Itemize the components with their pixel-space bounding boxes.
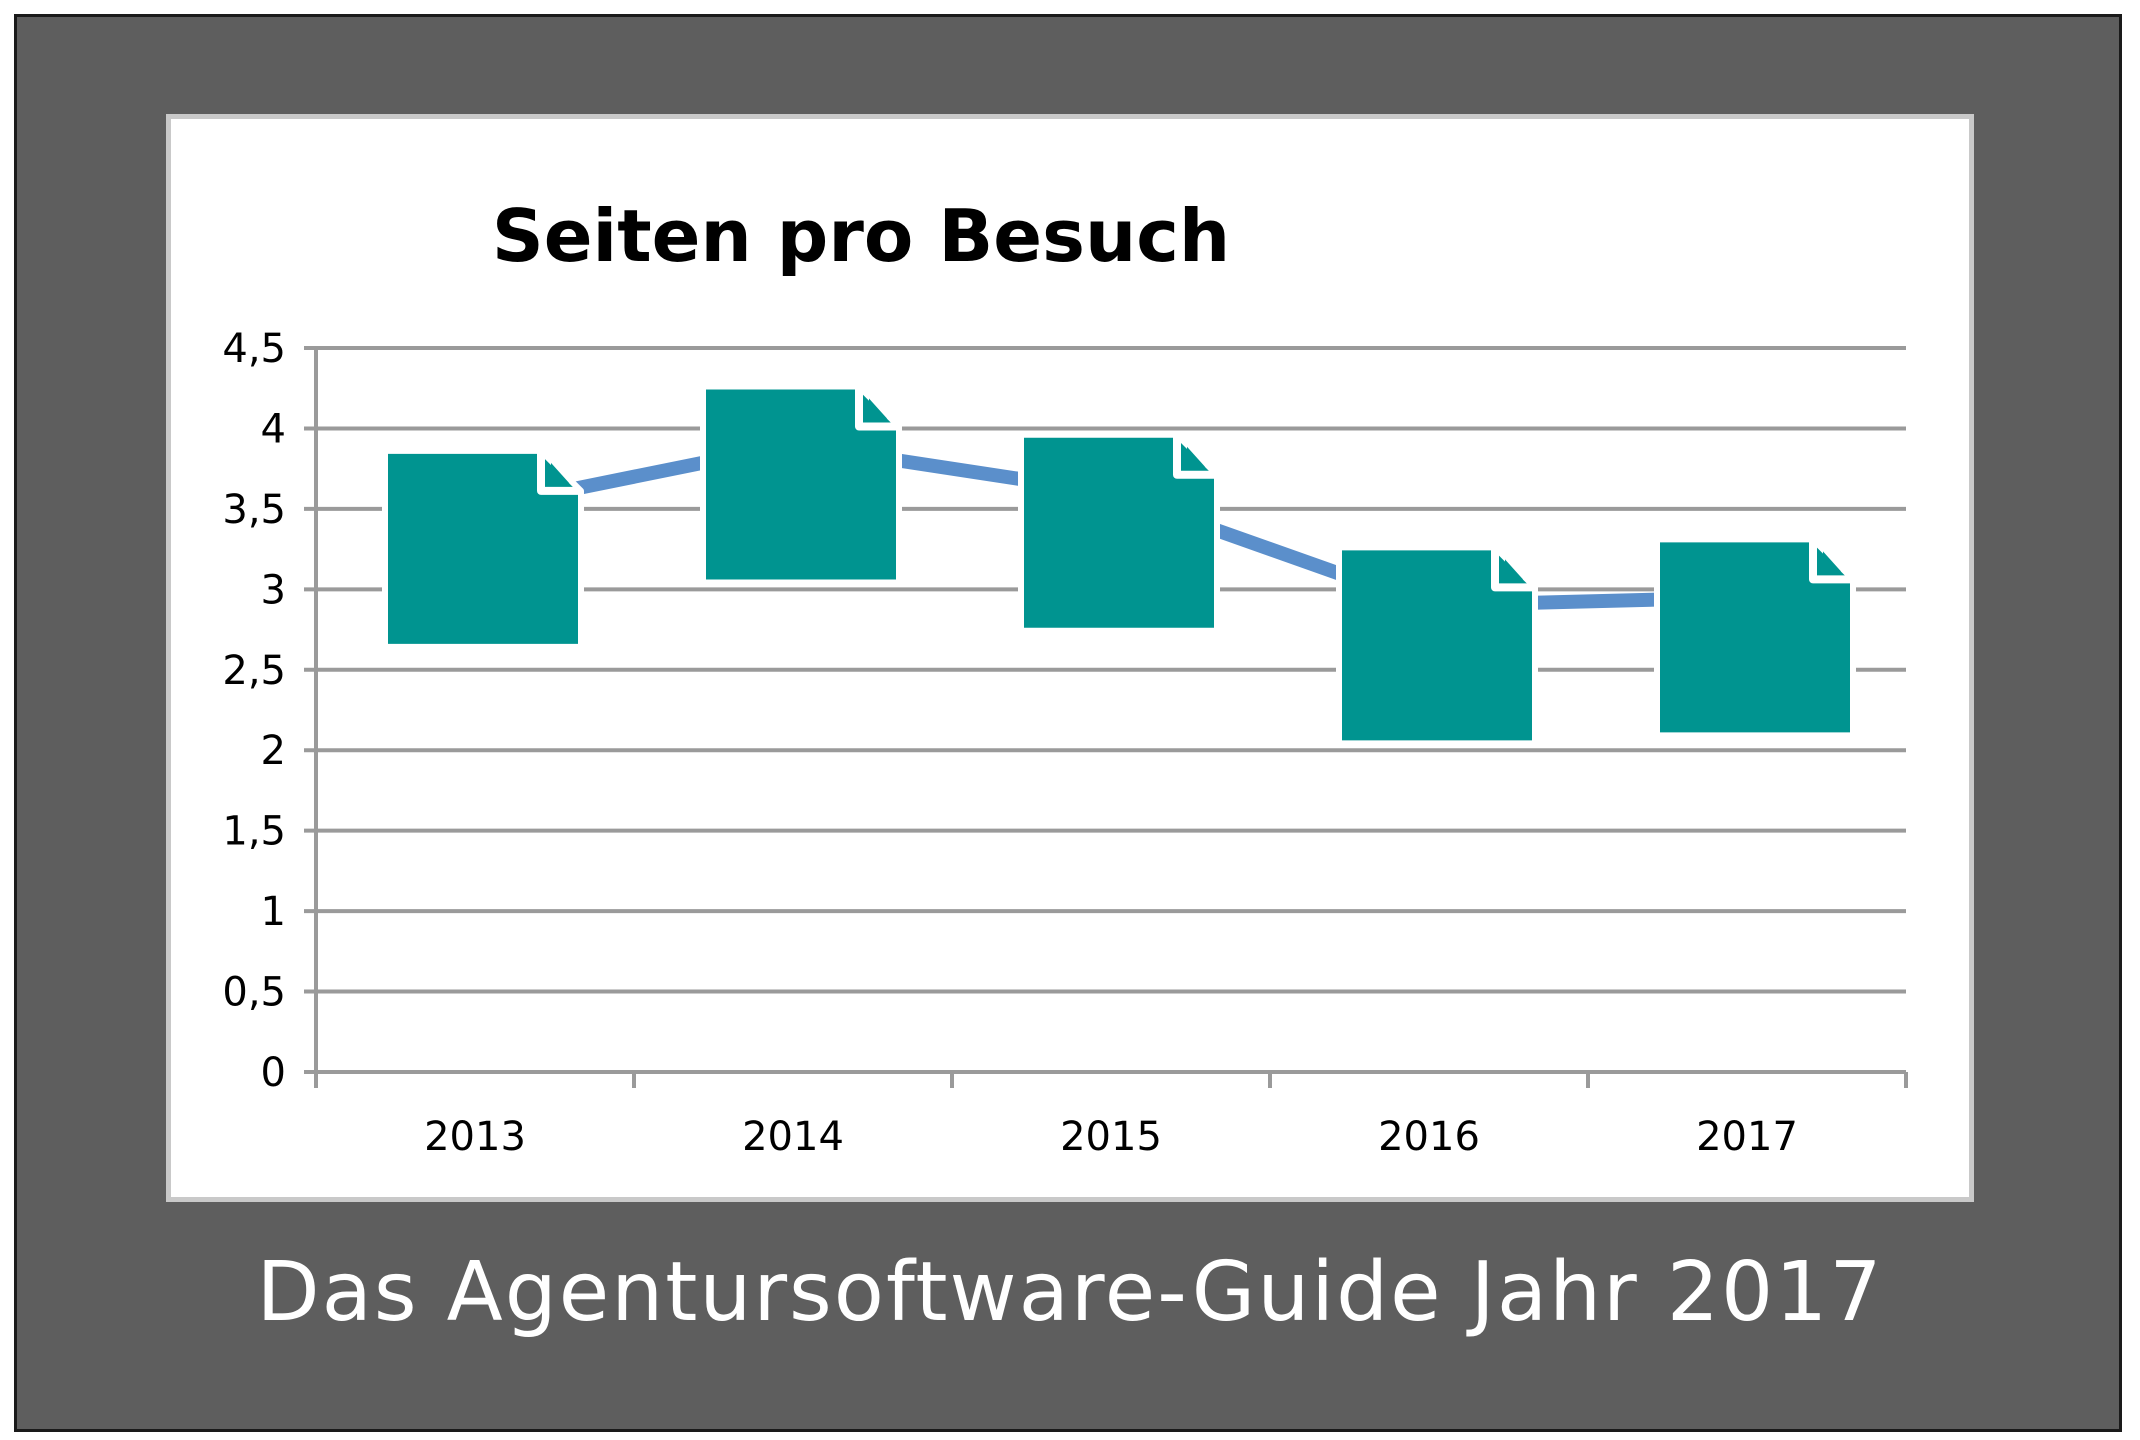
y-tick-label: 2 xyxy=(261,728,286,774)
document-fold-corner xyxy=(551,462,569,483)
x-tick-label: 2016 xyxy=(1378,1114,1480,1160)
document-fold xyxy=(855,386,899,431)
document-fold xyxy=(1491,547,1535,592)
document-icon xyxy=(382,447,584,650)
x-tick-label: 2017 xyxy=(1696,1114,1798,1160)
tick-labels: 0 0,5 1 1,5 2 2,5 3 3,5 4 4,5 2013 2014 2015 2016 2017 xyxy=(222,326,1798,1160)
document-fold-corner xyxy=(1187,446,1205,467)
document-body xyxy=(700,383,902,586)
document-fold xyxy=(537,450,581,495)
document-icon xyxy=(1654,536,1856,739)
document-body xyxy=(1018,431,1220,634)
x-tick-label: 2013 xyxy=(424,1114,526,1160)
document-body xyxy=(1336,544,1538,747)
x-tick-label: 2014 xyxy=(742,1114,844,1160)
document-icon xyxy=(1336,544,1538,747)
x-tick-label: 2015 xyxy=(1060,1114,1162,1160)
caption: Das Agentursoftware-Guide Jahr 2017 xyxy=(256,1245,1884,1340)
document-fold xyxy=(1809,539,1853,584)
document-fold-corner xyxy=(869,398,887,419)
y-tick-label: 3,5 xyxy=(222,487,286,533)
axes xyxy=(314,348,1908,1088)
y-tick-label: 2,5 xyxy=(222,648,286,694)
y-tick-label: 0 xyxy=(261,1050,286,1096)
document-fold xyxy=(1173,434,1217,479)
document-fold-corner xyxy=(1823,551,1841,572)
y-tick-label: 1 xyxy=(261,889,286,935)
y-tick-label: 4 xyxy=(261,406,286,452)
document-icon xyxy=(700,383,902,586)
document-body xyxy=(382,447,584,650)
y-tick-label: 3 xyxy=(261,567,286,613)
y-tick-label: 4,5 xyxy=(222,326,286,372)
markers xyxy=(382,383,1856,747)
chart-title: Seiten pro Besuch xyxy=(491,194,1231,278)
document-fold-corner xyxy=(1505,559,1523,580)
document-icon xyxy=(1018,431,1220,634)
document-body xyxy=(1654,536,1856,739)
y-tick-label: 1,5 xyxy=(222,809,286,855)
y-tick-label: 0,5 xyxy=(222,970,286,1016)
